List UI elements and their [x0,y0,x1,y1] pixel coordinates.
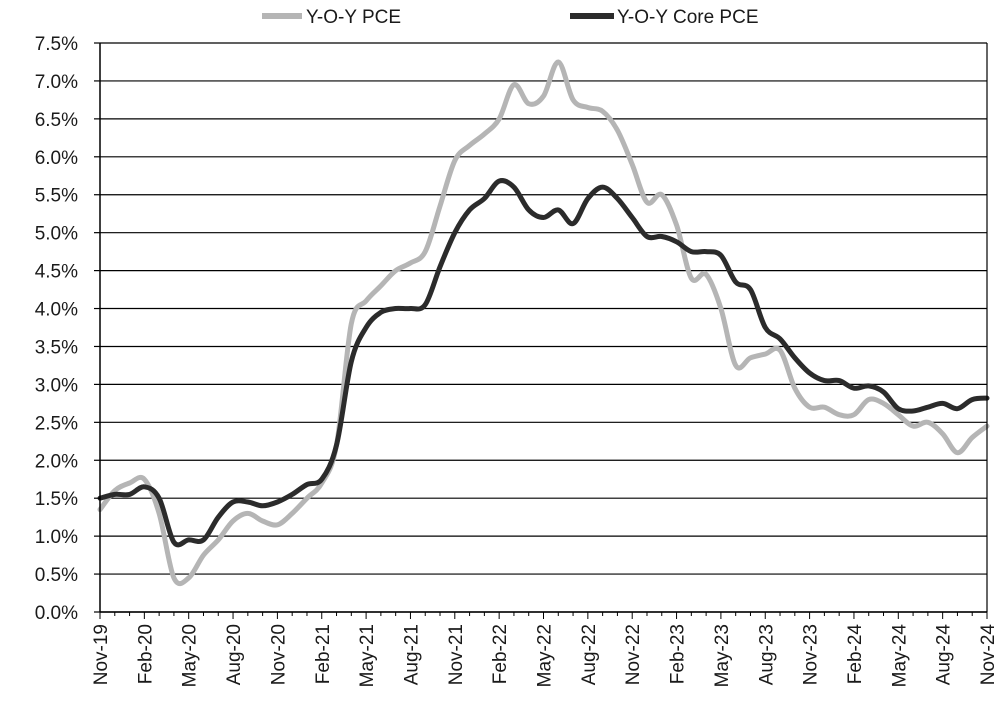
y-tick-label-5: 2.5% [35,413,78,434]
gridlines [100,42,987,613]
x-tick-label-11: Aug-22 [579,624,600,685]
y-tick-label-4: 2.0% [35,451,78,472]
x-tick-label-13: Feb-23 [668,624,689,684]
x-tick-label-10: May-22 [535,624,556,687]
x-tick-label-0: Nov-19 [91,624,112,685]
y-tick-label-3: 1.5% [35,489,78,510]
y-tick-label-0: 0.0% [35,603,78,624]
x-tick-label-17: Feb-24 [845,624,866,685]
y-tick-label-9: 4.5% [35,262,78,283]
y-tick-label-14: 7.0% [35,72,78,93]
x-tick-label-3: Aug-20 [224,624,245,685]
x-tick-label-15: Aug-23 [756,624,777,685]
x-tick-label-8: Nov-21 [446,624,467,685]
x-tick-label-19: Aug-24 [934,624,955,686]
y-axis-tick-labels: 0.0% 0.5% 1.0% 1.5% 2.0% 2.5% 3.0% 3.5% 4.0% 4.5%… [35,34,78,624]
y-tick-label-10: 5.0% [35,224,78,245]
x-tick-label-4: Nov-20 [268,624,289,685]
x-axis-tick-labels: Nov-19 Feb-20 May-20 Aug-20 Nov-20 Feb-21 May-… [91,624,999,688]
y-tick-label-1: 0.5% [35,565,78,586]
x-tick-label-9: Feb-22 [490,624,511,684]
series-line-pce [97,59,990,587]
x-tick-label-1: Feb-20 [135,624,156,684]
x-tick-label-5: Feb-21 [313,624,334,684]
x-tick-label-12: Nov-22 [623,624,644,685]
y-tick-label-15: 7.5% [35,34,78,55]
legend-label-pce: Y-O-Y PCE [306,7,401,28]
x-tick-label-2: May-20 [180,624,201,687]
y-tick-label-2: 1.0% [35,527,78,548]
legend-label-core-pce: Y-O-Y Core PCE [617,7,759,28]
x-tick-label-16: Nov-23 [801,624,822,685]
y-tick-label-11: 5.5% [35,186,78,207]
x-tick-label-20: Nov-24 [978,624,999,686]
y-tick-label-13: 6.5% [35,110,78,131]
y-tick-label-8: 4.0% [35,300,78,321]
y-tick-label-12: 6.0% [35,148,78,169]
y-tick-label-6: 3.0% [35,375,78,396]
legend: Y-O-Y PCE Y-O-Y Core PCE [262,7,759,28]
x-tick-label-7: Aug-21 [401,624,422,685]
data-series [97,59,990,587]
axes [94,42,988,619]
series-line-core-pce [97,178,990,548]
x-tick-label-18: May-24 [889,624,910,688]
x-tick-label-14: May-23 [712,624,733,687]
x-tick-label-6: May-21 [357,624,378,687]
y-tick-label-7: 3.5% [35,337,78,358]
